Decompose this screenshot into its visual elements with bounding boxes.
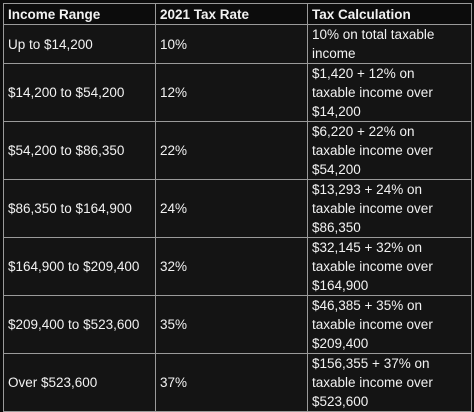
calc-line: taxable income over	[312, 375, 433, 390]
calc-line: taxable income over	[312, 143, 433, 158]
income-range-cell: Over $523,600	[3, 353, 156, 412]
table-row: $54,200 to $86,350 22% $6,220 + 22% on t…	[3, 121, 472, 180]
table-row: $164,900 to $209,400 32% $32,145 + 32% o…	[3, 237, 472, 296]
calc-line: $523,600	[312, 394, 369, 409]
table-row: $209,400 to $523,600 35% $46,385 + 35% o…	[3, 295, 472, 354]
table-row: $14,200 to $54,200 12% $1,420 + 12% on t…	[3, 63, 472, 122]
calc-line: $46,385 + 35% on	[312, 298, 422, 313]
calc-line: $209,400	[312, 336, 369, 351]
tax-calculation-cell: $156,355 + 37% on taxable income over $5…	[307, 353, 472, 412]
table-header-row: Income Range 2021 Tax Rate Tax Calculati…	[3, 3, 472, 25]
calc-line: 10% on total taxable	[312, 27, 435, 42]
tax-calculation-cell: $6,220 + 22% on taxable income over $54,…	[307, 121, 472, 180]
table-row: $86,350 to $164,900 24% $13,293 + 24% on…	[3, 179, 472, 238]
calc-line: taxable income over	[312, 201, 433, 216]
calc-line: taxable income over	[312, 317, 433, 332]
calc-line: $6,220 + 22% on	[312, 124, 415, 139]
calc-line: $86,350	[312, 220, 361, 235]
calc-line: $14,200	[312, 104, 361, 119]
header-income-range: Income Range	[3, 3, 156, 25]
income-range-cell: $209,400 to $523,600	[3, 295, 156, 354]
header-tax-rate: 2021 Tax Rate	[155, 3, 308, 25]
calc-line: taxable income over	[312, 259, 433, 274]
calc-line: income	[312, 46, 356, 61]
income-range-cell: Up to $14,200	[3, 24, 156, 64]
tax-calculation-cell: 10% on total taxable income	[307, 24, 472, 64]
tax-rate-cell: 35%	[155, 295, 308, 354]
tax-rate-cell: 22%	[155, 121, 308, 180]
tax-bracket-table-container: Income Range 2021 Tax Rate Tax Calculati…	[3, 3, 472, 412]
calc-line: $54,200	[312, 162, 361, 177]
tax-rate-cell: 24%	[155, 179, 308, 238]
income-range-cell: $86,350 to $164,900	[3, 179, 156, 238]
tax-calculation-cell: $1,420 + 12% on taxable income over $14,…	[307, 63, 472, 122]
table-row: Over $523,600 37% $156,355 + 37% on taxa…	[3, 353, 472, 412]
income-range-cell: $164,900 to $209,400	[3, 237, 156, 296]
table-row: Up to $14,200 10% 10% on total taxable i…	[3, 24, 472, 64]
tax-bracket-table: Income Range 2021 Tax Rate Tax Calculati…	[3, 3, 472, 412]
calc-line: taxable income over	[312, 85, 433, 100]
calc-line: $156,355 + 37% on	[312, 356, 430, 371]
calc-line: $1,420 + 12% on	[312, 66, 415, 81]
calc-line: $13,293 + 24% on	[312, 182, 422, 197]
income-range-cell: $14,200 to $54,200	[3, 63, 156, 122]
calc-line: $164,900	[312, 278, 369, 293]
tax-rate-cell: 37%	[155, 353, 308, 412]
tax-rate-cell: 32%	[155, 237, 308, 296]
tax-rate-cell: 10%	[155, 24, 308, 64]
tax-calculation-cell: $13,293 + 24% on taxable income over $86…	[307, 179, 472, 238]
tax-rate-cell: 12%	[155, 63, 308, 122]
tax-calculation-cell: $32,145 + 32% on taxable income over $16…	[307, 237, 472, 296]
tax-calculation-cell: $46,385 + 35% on taxable income over $20…	[307, 295, 472, 354]
header-tax-calculation: Tax Calculation	[307, 3, 472, 25]
calc-line: $32,145 + 32% on	[312, 240, 422, 255]
income-range-cell: $54,200 to $86,350	[3, 121, 156, 180]
